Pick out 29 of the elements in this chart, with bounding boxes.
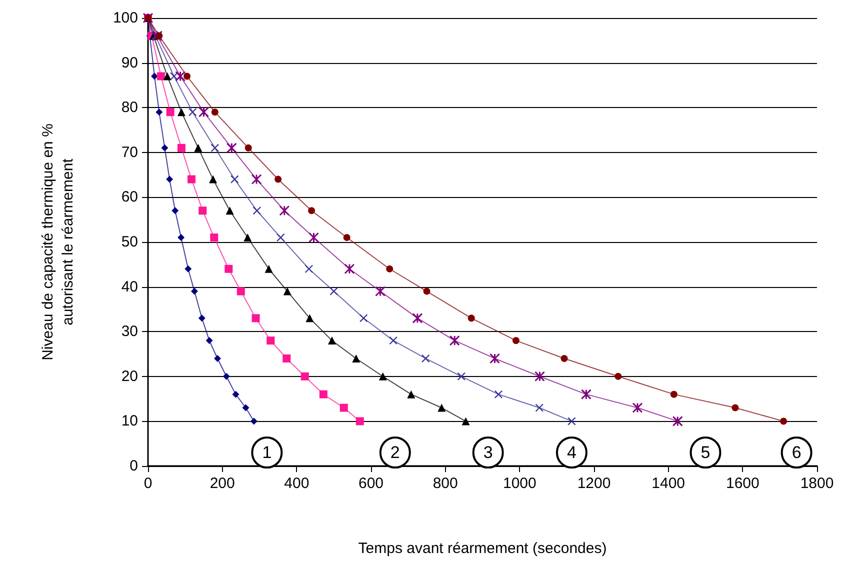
y-tick-label: 20 [121, 368, 138, 385]
y-tick-label: 10 [121, 412, 138, 430]
y-tick-label: 80 [121, 99, 138, 116]
y-tick-label: 40 [121, 278, 138, 296]
y-tick-label: 0 [130, 458, 138, 474]
y-tick-label: 60 [121, 188, 138, 206]
annotation: 3 [483, 443, 493, 462]
x-tick-label: 1000 [502, 475, 536, 492]
annotation: 1 [262, 443, 272, 462]
y-tick-label: 100 [112, 10, 138, 26]
x-tick-label: 1600 [726, 475, 760, 492]
x-tick-label: 200 [210, 475, 235, 492]
y-axis-title: Niveau de capacité thermique en % autorisant le réarmement [40, 124, 76, 360]
y-tick-label: 50 [121, 234, 138, 250]
x-tick-label: 400 [284, 475, 310, 492]
x-axis-title: Temps avant réarmement (secondes) [358, 540, 607, 557]
y-tick-label: 30 [121, 323, 138, 340]
x-tick-label: 1200 [577, 475, 611, 492]
annotation: 2 [390, 443, 400, 462]
x-tick-label: 1400 [652, 475, 686, 492]
annotation: 5 [700, 443, 710, 462]
x-tick-label: 800 [432, 475, 458, 492]
y-tick-label: 90 [121, 54, 138, 72]
x-tick-label: 1800 [800, 475, 834, 492]
x-tick-label: 0 [144, 475, 152, 492]
x-tick-label: 600 [358, 475, 384, 492]
annotation: 4 [566, 443, 576, 462]
annotation: 6 [792, 443, 802, 462]
y-tick-label: 70 [121, 144, 138, 161]
